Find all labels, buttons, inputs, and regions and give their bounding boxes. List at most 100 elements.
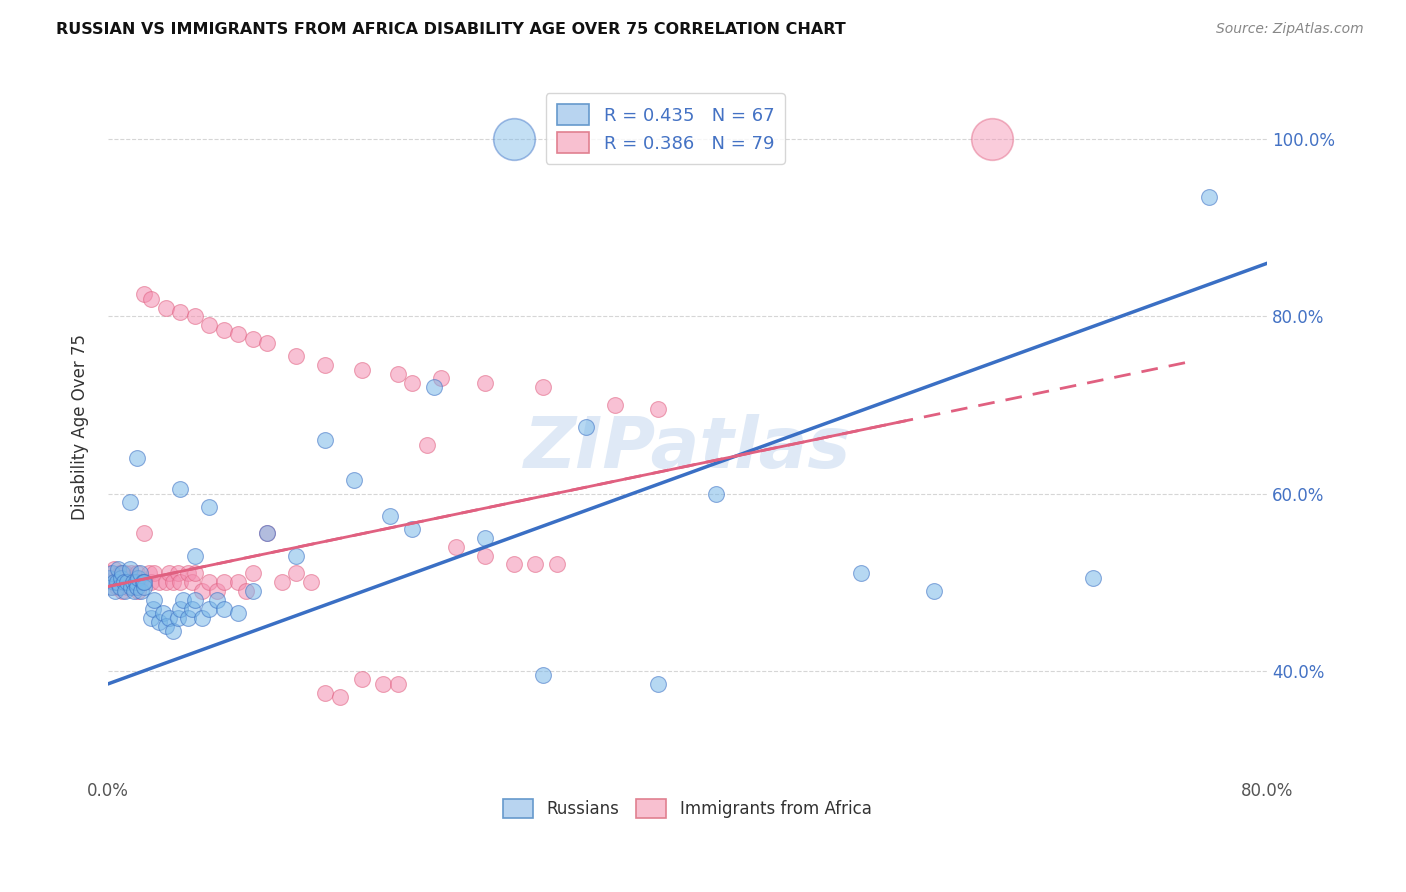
Point: [98, 571, 121, 585]
Point: [104, 583, 127, 598]
Point: [166, 566, 188, 581]
Point: [423, 380, 446, 394]
Point: [103, 562, 125, 576]
Text: Source: ZipAtlas.com: Source: ZipAtlas.com: [1216, 22, 1364, 37]
Point: [256, 336, 278, 351]
Point: [502, 558, 524, 572]
Point: [104, 575, 127, 590]
Point: [110, 571, 132, 585]
Point: [122, 575, 145, 590]
Point: [169, 482, 191, 496]
Point: [112, 571, 135, 585]
Point: [387, 367, 409, 381]
Point: [299, 575, 322, 590]
Point: [128, 575, 150, 590]
Point: [169, 601, 191, 615]
Point: [169, 575, 191, 590]
Point: [198, 575, 221, 590]
Point: [198, 500, 221, 514]
Point: [138, 566, 160, 581]
Point: [922, 583, 945, 598]
Text: RUSSIAN VS IMMIGRANTS FROM AFRICA DISABILITY AGE OVER 75 CORRELATION CHART: RUSSIAN VS IMMIGRANTS FROM AFRICA DISABI…: [56, 22, 846, 37]
Point: [131, 583, 153, 598]
Point: [242, 566, 264, 581]
Y-axis label: Disability Age Over 75: Disability Age Over 75: [72, 334, 89, 520]
Point: [242, 583, 264, 598]
Point: [134, 580, 156, 594]
Point: [148, 575, 170, 590]
Point: [181, 601, 204, 615]
Point: [474, 376, 496, 390]
Point: [105, 575, 128, 590]
Point: [1081, 571, 1104, 585]
Point: [1198, 190, 1220, 204]
Point: [343, 473, 366, 487]
Point: [387, 677, 409, 691]
Point: [118, 495, 141, 509]
Point: [401, 522, 423, 536]
Point: [285, 549, 308, 563]
Point: [350, 673, 373, 687]
Point: [205, 592, 228, 607]
Point: [647, 402, 669, 417]
Point: [851, 566, 873, 581]
Point: [184, 592, 207, 607]
Point: [228, 575, 250, 590]
Point: [107, 562, 129, 576]
Point: [314, 358, 336, 372]
Point: [285, 349, 308, 363]
Point: [647, 677, 669, 691]
Point: [373, 677, 395, 691]
Point: [285, 566, 308, 581]
Point: [444, 540, 467, 554]
Point: [181, 575, 204, 590]
Point: [118, 571, 141, 585]
Point: [121, 580, 143, 594]
Point: [212, 323, 235, 337]
Point: [152, 606, 174, 620]
Point: [155, 301, 177, 315]
Point: [141, 575, 163, 590]
Point: [212, 575, 235, 590]
Point: [127, 571, 149, 585]
Point: [124, 571, 146, 585]
Point: [108, 566, 131, 581]
Point: [157, 610, 180, 624]
Point: [142, 601, 165, 615]
Point: [112, 575, 135, 590]
Point: [184, 566, 207, 581]
Point: [172, 592, 194, 607]
Point: [134, 526, 156, 541]
Point: [108, 580, 131, 594]
Point: [980, 132, 1002, 146]
Point: [706, 486, 728, 500]
Point: [100, 580, 122, 594]
Point: [124, 575, 146, 590]
Point: [162, 624, 184, 638]
Point: [120, 566, 142, 581]
Point: [430, 371, 453, 385]
Point: [134, 575, 156, 590]
Point: [114, 583, 136, 598]
Point: [256, 526, 278, 541]
Point: [157, 566, 180, 581]
Point: [125, 566, 148, 581]
Point: [191, 610, 214, 624]
Point: [242, 332, 264, 346]
Point: [329, 690, 352, 705]
Point: [132, 575, 155, 590]
Point: [148, 615, 170, 629]
Text: ZIPatlas: ZIPatlas: [524, 414, 851, 483]
Point: [155, 575, 177, 590]
Point: [575, 420, 598, 434]
Point: [111, 583, 134, 598]
Point: [531, 668, 554, 682]
Point: [314, 434, 336, 448]
Point: [111, 566, 134, 581]
Point: [228, 327, 250, 342]
Point: [134, 287, 156, 301]
Point: [114, 566, 136, 581]
Point: [115, 580, 138, 594]
Point: [143, 566, 166, 581]
Point: [546, 558, 568, 572]
